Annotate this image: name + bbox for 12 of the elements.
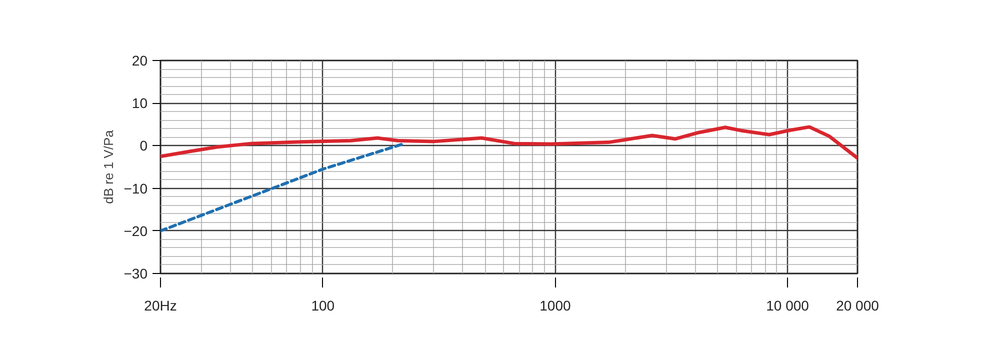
x-tick-label: 20Hz <box>144 298 177 314</box>
y-tick-label: 20 <box>132 52 148 68</box>
y-axis-title: dB re 1 V/Pa <box>100 129 116 204</box>
y-tick-label: −30 <box>124 266 148 282</box>
x-tick-label: 20 000 <box>836 298 880 314</box>
y-tick-label: −10 <box>124 180 148 196</box>
x-tick-label: 1000 <box>540 298 572 314</box>
x-tick-label: 10 000 <box>766 298 810 314</box>
x-tick-label: 100 <box>311 298 335 314</box>
y-tick-label: 10 <box>132 95 148 112</box>
y-tick-label: −20 <box>124 222 148 239</box>
y-tick-label: 0 <box>140 138 148 154</box>
